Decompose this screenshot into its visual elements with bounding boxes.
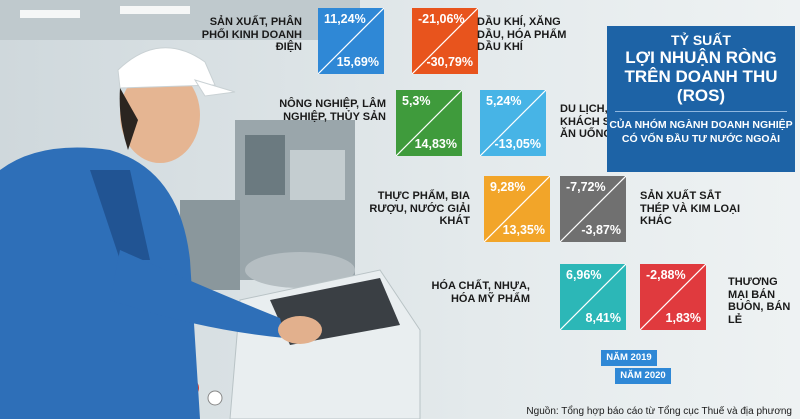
sector-label-oil-gas: DẦU KHÍ, XĂNG DẦU, HÓA PHẨM DẦU KHÍ	[477, 16, 567, 53]
sector-label-electricity: SẢN XUẤT, PHÂN PHỐI KINH DOANH ĐIỆN	[201, 16, 302, 53]
value-2019: -7,72%	[566, 180, 606, 194]
value-2020: 14,83%	[414, 137, 457, 151]
title-line-1: TỶ SUẤT	[671, 32, 731, 48]
value-2020: 1,83%	[665, 311, 701, 325]
sector-tile: -2,88% 1,83%	[640, 264, 706, 330]
value-2019: 5,3%	[402, 94, 431, 108]
legend-2020: NĂM 2020	[615, 368, 671, 384]
tile-diagonal	[560, 264, 626, 330]
tile-diagonal	[412, 8, 478, 74]
tile-diagonal	[396, 90, 462, 156]
sector-label-food-beverage: THỰC PHẨM, BIA RƯỢU, NƯỚC GIẢI KHÁT	[369, 190, 470, 227]
source-note: Nguồn: Tổng hợp báo cáo từ Tổng cục Thuế…	[526, 406, 792, 417]
value-2020: -30,79%	[426, 55, 473, 69]
tile-diagonal	[318, 8, 384, 74]
value-2019: 5,24%	[486, 94, 522, 108]
tile-diagonal	[640, 264, 706, 330]
title-divider	[615, 111, 787, 112]
tile-diagonal	[560, 176, 626, 242]
sector-label-trade: THƯƠNG MẠI BÁN BUÔN, BÁN LẺ	[728, 276, 791, 326]
title-line-2: LỢI NHUẬN RÒNG TRÊN DOANH THU (ROS)	[624, 48, 778, 105]
legend-2019: NĂM 2019	[601, 350, 657, 366]
sector-label-chemicals: HÓA CHẤT, NHỰA, HÓA MỸ PHẨM	[431, 280, 530, 305]
sector-tile: 9,28% 13,35%	[484, 176, 550, 242]
value-2020: 13,35%	[502, 223, 545, 237]
value-2019: 6,96%	[566, 268, 602, 282]
tile-diagonal	[484, 176, 550, 242]
value-2019: -2,88%	[646, 268, 686, 282]
value-2020: -13,05%	[494, 137, 541, 151]
sector-tile: -21,06% -30,79%	[412, 8, 478, 74]
value-2020: -3,87%	[581, 223, 621, 237]
value-2020: 15,69%	[336, 55, 379, 69]
title-subtitle: CỦA NHÓM NGÀNH DOANH NGHIỆP CÓ VỐN ĐẦU T…	[609, 119, 793, 145]
sector-tile: 5,3% 14,83%	[396, 90, 462, 156]
value-2019: -21,06%	[418, 12, 465, 26]
sector-tile: 5,24% -13,05%	[480, 90, 546, 156]
infographic-title-box: TỶ SUẤT LỢI NHUẬN RÒNG TRÊN DOANH THU (R…	[607, 26, 795, 172]
value-2019: 11,24%	[324, 12, 366, 26]
tile-diagonal	[480, 90, 546, 156]
sector-label-steel: SẢN XUẤT SẮT THÉP VÀ KIM LOẠI KHÁC	[640, 190, 741, 227]
value-2020: 8,41%	[585, 311, 621, 325]
sector-label-agriculture: NÔNG NGHIỆP, LÂM NGHIỆP, THỦY SẢN	[279, 98, 386, 123]
value-2019: 9,28%	[490, 180, 526, 194]
sector-tile: 11,24% 15,69%	[318, 8, 384, 74]
sector-tile: -7,72% -3,87%	[560, 176, 626, 242]
sector-tile: 6,96% 8,41%	[560, 264, 626, 330]
